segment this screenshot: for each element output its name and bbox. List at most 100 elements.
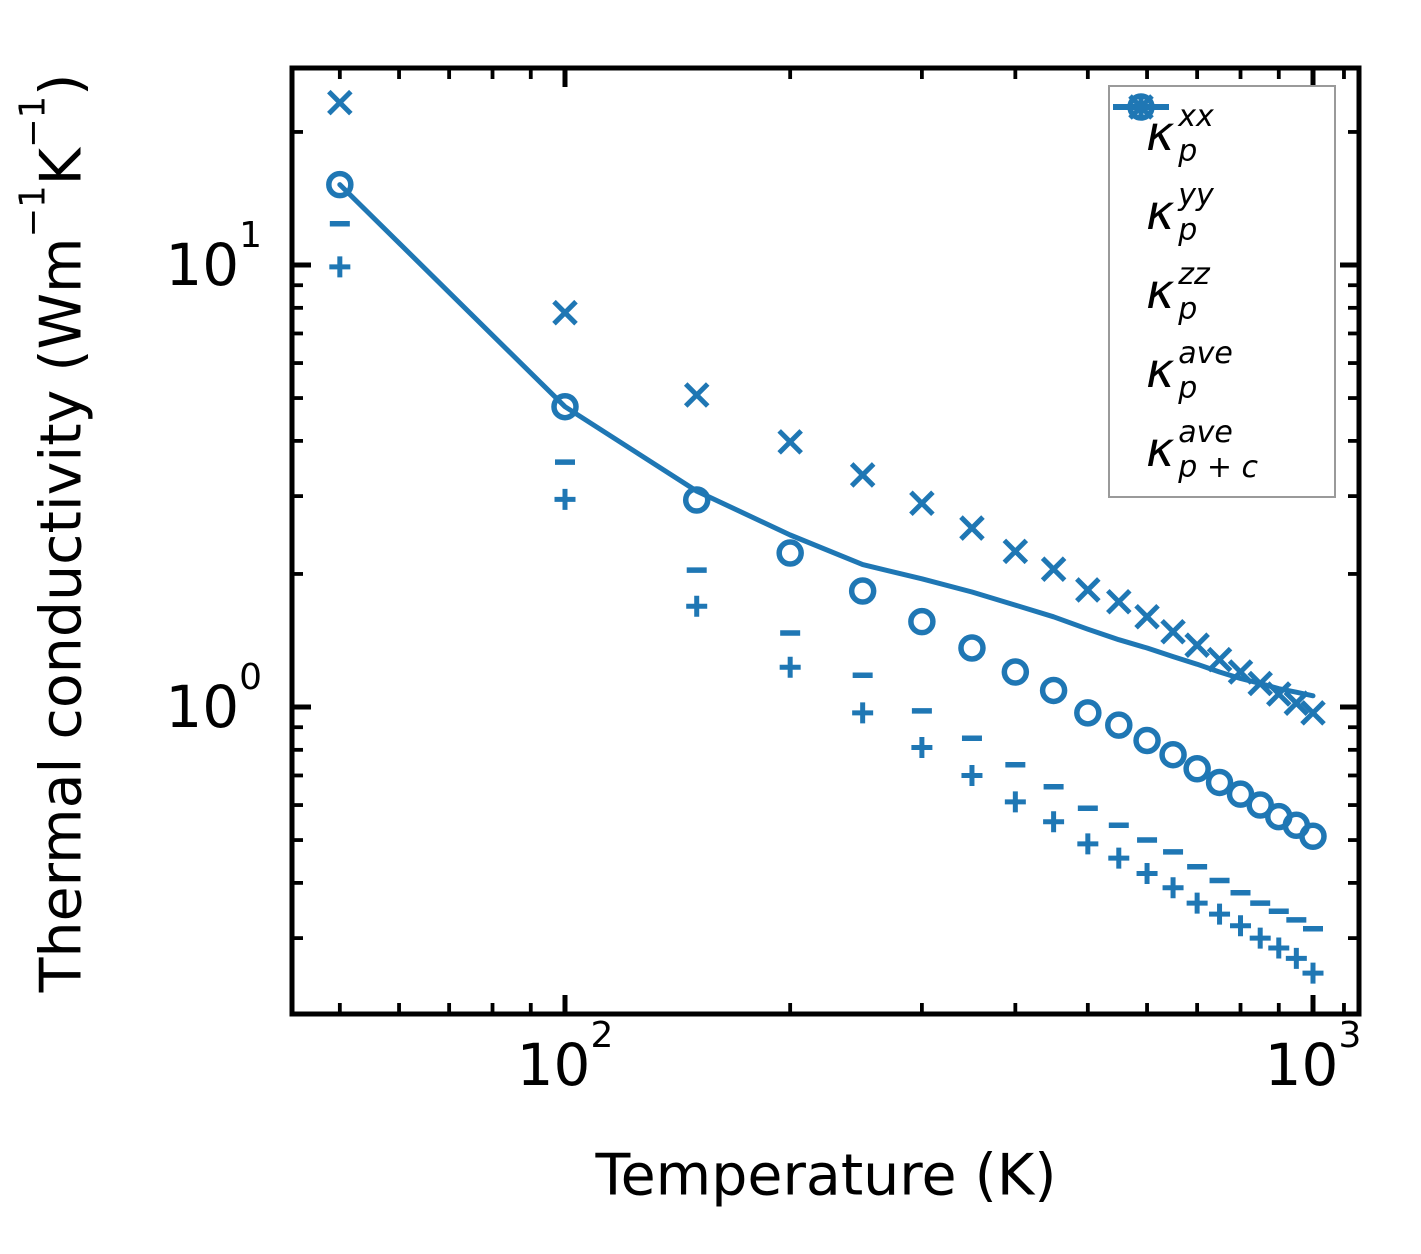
tick-base: 10 [516, 1031, 591, 1099]
legend-item-ave-p: κ ave p [1110, 93, 1334, 404]
plus-marker [1209, 903, 1231, 925]
tick-marks [292, 68, 1359, 1014]
plus-marker [1108, 847, 1130, 869]
tick-exp: 3 [1338, 1014, 1362, 1056]
kappa-symbol: κ [1146, 184, 1175, 241]
sup-sub-block: ave p [1178, 339, 1233, 404]
x-marker [1040, 556, 1067, 582]
series-κ_p^xx [329, 256, 1324, 984]
superscript: yy [1178, 178, 1214, 213]
plot-border [289, 65, 1362, 1017]
y-axis-label-sup-1: −1 [12, 185, 54, 238]
circle-marker [1001, 658, 1030, 686]
x-marker [1247, 670, 1273, 697]
kappa-symbol: κ [1146, 421, 1175, 478]
plus-marker [554, 488, 576, 510]
y-tick-label-10e0: 100 [165, 659, 262, 736]
x-marker [777, 429, 803, 455]
x-marker [1283, 690, 1310, 716]
sup-sub-block: yy p [1178, 181, 1214, 246]
y-axis-label-sup-2: −1 [12, 95, 54, 148]
plus-marker [961, 764, 983, 786]
circle-marker [1299, 822, 1327, 851]
legend-label: κ zz p [1146, 259, 1210, 325]
sup-sub-block: zz p [1178, 260, 1210, 325]
x-marker [1160, 618, 1186, 645]
x-marker [1075, 577, 1101, 603]
plus-marker [1162, 877, 1184, 899]
plus-marker [1230, 915, 1252, 937]
circle-marker [848, 577, 877, 605]
subscript: p [1178, 292, 1198, 327]
subscript: p [1178, 134, 1198, 169]
x-marker [327, 89, 353, 116]
legend-item-ave-p + c: κ ave p + c [1110, 104, 1334, 483]
x-marker [1206, 646, 1233, 673]
circle-marker [1105, 711, 1133, 739]
subscript: p [1178, 213, 1198, 248]
tick-base: 10 [1264, 1031, 1339, 1099]
circle-marker [1074, 699, 1102, 727]
plus-marker [911, 736, 933, 758]
tick-base: 10 [165, 673, 240, 741]
x-marker [1266, 681, 1292, 707]
circle-marker [1246, 791, 1274, 819]
x-marker [1300, 700, 1326, 726]
x-marker [683, 382, 710, 408]
plus-marker [1249, 927, 1271, 949]
subscript: p [1178, 371, 1198, 406]
axes-frame [289, 65, 1362, 1017]
x-marker [1106, 589, 1132, 615]
legend-label: κ ave p [1146, 338, 1233, 404]
legend-label: κ xx p [1146, 101, 1214, 167]
circle-marker [1159, 740, 1187, 769]
tick-exp: 2 [590, 1014, 614, 1056]
legend-item-zz-p: κ zz p [1110, 104, 1334, 325]
plus-marker [852, 702, 874, 724]
tick-base: 10 [165, 231, 240, 299]
plus-marker [686, 595, 708, 617]
circle-marker [1133, 726, 1161, 755]
plus-marker [1268, 937, 1290, 959]
x-marker [959, 515, 985, 541]
legend-marker-line [1113, 104, 1169, 110]
circle-marker [551, 392, 579, 421]
tick-exp: 0 [239, 656, 262, 698]
circle-marker [326, 170, 354, 199]
x-marker [1227, 659, 1254, 685]
circle-marker [908, 607, 936, 636]
kappa-symbol: κ [1146, 263, 1175, 320]
tick-exp: 1 [239, 214, 262, 256]
x-marker [1184, 632, 1210, 658]
x-axis-label: Temperature (K) [595, 1142, 1057, 1209]
kappa-symbol: κ [1146, 342, 1175, 399]
plus-marker [1004, 791, 1026, 813]
subscript: p + c [1178, 450, 1259, 485]
circle-marker [682, 486, 711, 514]
superscript: ave [1178, 415, 1233, 450]
series-κ_p^ave [326, 170, 1327, 851]
x-tick-label-10e3: 103 [1265, 1017, 1362, 1094]
plus-marker [1302, 962, 1324, 984]
x-marker [909, 490, 935, 517]
plus-marker [1043, 811, 1065, 833]
y-axis-label-text: Thermal conductivity (Wm [28, 237, 95, 993]
x-marker [1002, 538, 1029, 565]
plus-marker [1285, 947, 1307, 969]
series-κ_p^zz [329, 220, 1323, 932]
circle-marker [1039, 676, 1068, 705]
plus-marker [1077, 833, 1099, 855]
plus-marker [779, 656, 801, 678]
sup-sub-block: xx p [1178, 102, 1214, 167]
x-tick-label-10e2: 102 [517, 1017, 614, 1094]
sup-sub-block: ave p + c [1178, 418, 1258, 483]
superscript: ave [1178, 336, 1233, 371]
circle-marker [958, 634, 986, 662]
y-axis-label-text-2: K [28, 147, 95, 186]
plus-marker [329, 256, 351, 278]
x-marker [552, 299, 578, 326]
legend-label: κ yy p [1146, 180, 1214, 246]
x-marker [1134, 604, 1160, 630]
circle-marker [1226, 780, 1255, 808]
